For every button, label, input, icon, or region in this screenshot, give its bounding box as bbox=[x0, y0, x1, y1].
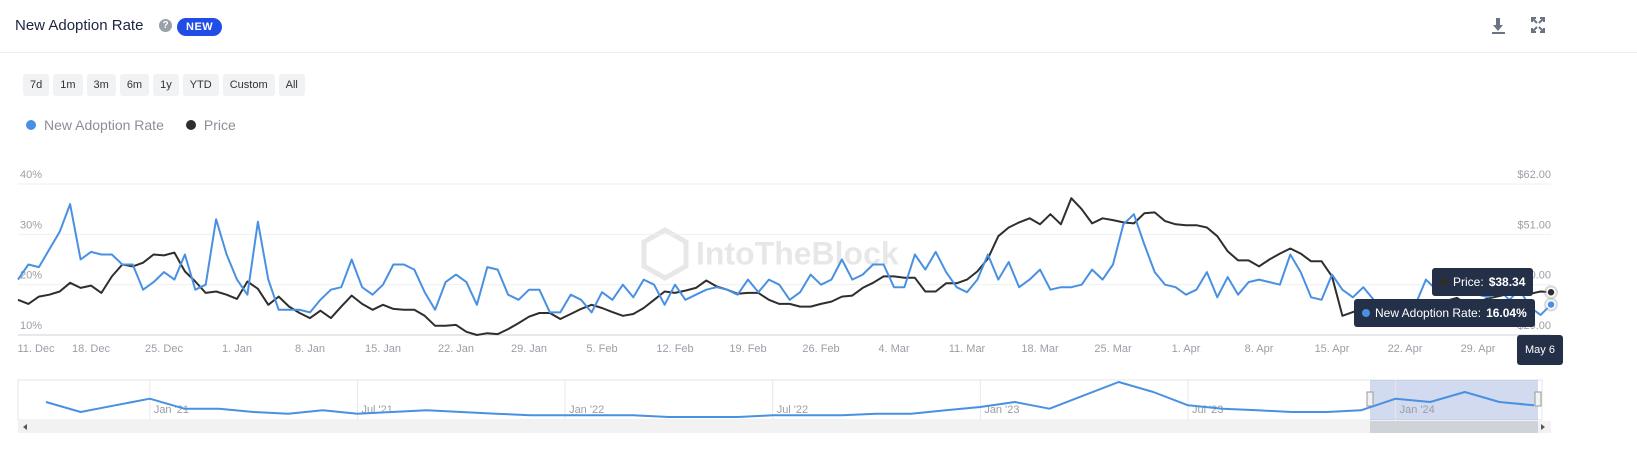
legend-item[interactable]: Price bbox=[185, 117, 236, 133]
range-button[interactable]: 1m bbox=[53, 74, 83, 96]
range-button[interactable]: YTD bbox=[182, 74, 219, 96]
navigator-handle[interactable] bbox=[1366, 391, 1374, 407]
x-tick-label: 8. Jan bbox=[295, 343, 325, 355]
watermark: IntoTheBlock bbox=[641, 227, 899, 281]
x-tick-label: 1. Apr bbox=[1172, 343, 1201, 355]
range-button[interactable]: All bbox=[278, 74, 305, 96]
x-tick-label: 15. Jan bbox=[365, 343, 401, 355]
x-tick-label: 11. Mar bbox=[949, 343, 986, 355]
scrollbar-thumb[interactable] bbox=[1370, 421, 1538, 433]
y-tick-label: 20% bbox=[20, 270, 42, 282]
tooltip-date-label: May 6 bbox=[1525, 344, 1555, 356]
x-tick-label: 29. Apr bbox=[1461, 343, 1496, 355]
navigator-label: Jan '23 bbox=[984, 404, 1019, 416]
tooltip-value: 16.04% bbox=[1486, 306, 1527, 320]
page-title: New Adoption Rate bbox=[15, 17, 144, 34]
y2-tick-label: $51.00 bbox=[1517, 219, 1551, 231]
x-tick-label: 4. Mar bbox=[878, 343, 910, 355]
header-divider bbox=[0, 52, 1637, 53]
range-buttons: 7d 1m 3m 6m 1y YTD Custom All bbox=[23, 74, 305, 96]
legend-label: Price bbox=[203, 117, 236, 133]
navigator-line bbox=[45, 381, 1535, 418]
legend-dot bbox=[26, 120, 36, 130]
y2-tick-label: $62.00 bbox=[1517, 169, 1551, 181]
range-button[interactable]: 6m bbox=[119, 74, 150, 96]
x-tick-label: 18. Dec bbox=[72, 343, 110, 355]
navigator-label: Jan '24 bbox=[1400, 404, 1435, 416]
y-tick-label: 40% bbox=[20, 169, 42, 181]
x-tick-label: 19. Feb bbox=[729, 343, 766, 355]
tooltip-rate: New Adoption Rate: 16.04% bbox=[1354, 299, 1535, 327]
navigator-label: Jul '22 bbox=[777, 404, 808, 416]
x-tick-label: 11. Dec bbox=[17, 343, 55, 355]
tooltip-date: May 6 bbox=[1517, 335, 1563, 365]
series-line bbox=[17, 203, 1552, 316]
range-button[interactable]: 1y bbox=[153, 74, 179, 96]
download-icon[interactable] bbox=[1492, 18, 1505, 34]
tooltip-dot bbox=[1362, 309, 1370, 317]
fullscreen-icon[interactable] bbox=[1531, 17, 1545, 33]
navigator-label: Jan '22 bbox=[569, 404, 604, 416]
x-tick-label: 25. Mar bbox=[1094, 343, 1132, 355]
legend-dot bbox=[185, 120, 196, 130]
x-tick-label: 8. Apr bbox=[1245, 343, 1274, 355]
range-button[interactable]: 3m bbox=[86, 74, 116, 96]
x-tick-label: 5. Feb bbox=[586, 343, 617, 355]
range-button[interactable]: Custom bbox=[222, 74, 275, 96]
x-tick-label: 26. Feb bbox=[802, 343, 839, 355]
tooltip-label: Price: bbox=[1453, 275, 1484, 289]
legend-label: New Adoption Rate bbox=[44, 117, 164, 133]
tooltip-dot bbox=[1440, 278, 1448, 286]
tooltip-label: New Adoption Rate: bbox=[1375, 306, 1482, 320]
tooltip-price: Price: $38.34 bbox=[1432, 268, 1534, 296]
new-badge: NEW bbox=[177, 18, 223, 36]
x-tick-label: 18. Mar bbox=[1021, 343, 1059, 355]
scrollbar[interactable] bbox=[18, 421, 1551, 433]
x-tick-label: 22. Apr bbox=[1388, 343, 1423, 355]
x-tick-label: 22. Jan bbox=[438, 343, 474, 355]
legend: New Adoption Rate Price bbox=[26, 117, 236, 133]
y-tick-label: 30% bbox=[20, 219, 42, 231]
watermark-text: IntoTheBlock bbox=[696, 235, 899, 271]
x-tick-label: 1. Jan bbox=[222, 343, 252, 355]
tooltip-value: $38.34 bbox=[1488, 275, 1526, 289]
series-line bbox=[17, 197, 1552, 336]
navigator-frame bbox=[17, 379, 1543, 421]
legend-item[interactable]: New Adoption Rate bbox=[26, 117, 164, 133]
x-tick-label: 15. Apr bbox=[1315, 343, 1350, 355]
x-tick-label: 25. Dec bbox=[145, 343, 183, 355]
x-tick-label: 12. Feb bbox=[656, 343, 693, 355]
navigator-handle[interactable] bbox=[1534, 391, 1542, 407]
end-marker bbox=[1546, 299, 1556, 310]
navigator-selection[interactable] bbox=[1370, 380, 1538, 420]
y-tick-label: 10% bbox=[20, 320, 42, 332]
end-marker bbox=[1546, 287, 1556, 298]
toolbar-icons bbox=[1492, 17, 1545, 34]
range-button[interactable]: 7d bbox=[23, 74, 50, 96]
help-icon[interactable]: ? bbox=[159, 19, 172, 32]
x-tick-label: 29. Jan bbox=[511, 343, 547, 355]
